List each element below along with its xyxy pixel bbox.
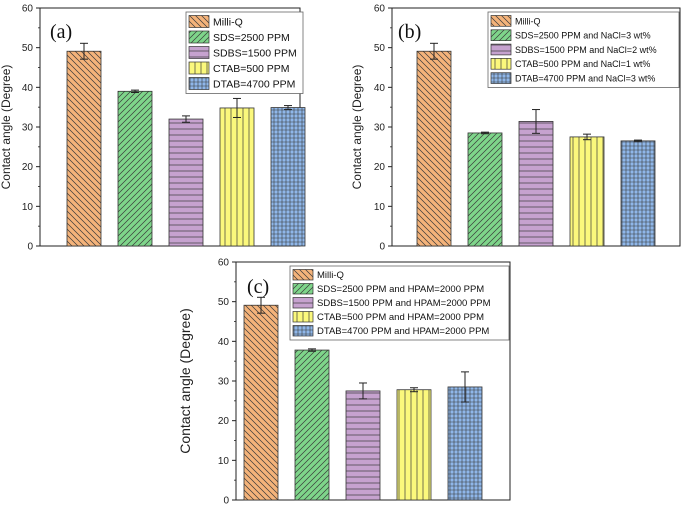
legend-swatch [490, 43, 512, 56]
legend-label: DTAB=4700 PPM and HPAM=2000 PPM [317, 326, 489, 337]
error-bar [308, 348, 316, 352]
y-tick-label: 10 [218, 456, 230, 467]
y-tick-label: 60 [374, 4, 386, 15]
y-tick-label: 50 [218, 297, 230, 308]
legend-swatch [490, 58, 512, 70]
bar-milli-q [416, 50, 452, 247]
y-tick-label: 40 [374, 83, 386, 94]
bar-dtab [447, 386, 483, 501]
legend-swatch [292, 283, 314, 295]
y-axis-title: Contact angle (Degree) [0, 65, 13, 190]
bar-ctab [569, 136, 605, 247]
legend-label: DTAB=4700 PPM and NaCl=3 wt% [515, 74, 655, 84]
panel-label: (b) [398, 21, 421, 43]
error-bar [182, 115, 190, 123]
y-tick-label: 50 [374, 43, 386, 54]
legend-swatch [292, 311, 314, 323]
y-tick-label: 20 [22, 162, 34, 173]
panel-a: 0 10 20 30 40 50 60 Contact angle (Degree) (a) Mi… [0, 4, 306, 253]
y-tick-label: 0 [27, 242, 33, 253]
legend-swatch [292, 269, 314, 281]
bar-sds [294, 349, 330, 501]
legend: Milli-Q SDS=2500 PPM and NaCl=3 wt% SDBS=1… [487, 11, 680, 88]
bar-sdbs [168, 118, 204, 247]
bar-ctab [219, 107, 255, 247]
legend-label: Milli-Q [213, 17, 243, 29]
legend: Milli-Q SDS=2500 PPM SDBS=1500 PPM CTAB=500… [185, 11, 304, 94]
legend-swatch [292, 297, 314, 309]
bar-dtab [270, 107, 306, 247]
panel-b: 0 10 20 30 40 50 60 Contact angle (Degree) (b) Mi… [350, 4, 681, 253]
error-bar [461, 371, 469, 403]
legend-swatch [490, 29, 512, 41]
error-bar [410, 387, 418, 393]
y-tick-label: 30 [374, 123, 386, 134]
error-bar [80, 42, 88, 60]
legend-swatch [188, 30, 210, 44]
legend-swatch [490, 72, 512, 84]
panel-label: (a) [50, 21, 72, 43]
error-bar [284, 105, 292, 111]
error-bar [233, 97, 241, 118]
error-bar [532, 109, 540, 134]
legend-label: SDS=2500 PPM and HPAM=2000 PPM [317, 284, 484, 295]
bar-sds [467, 132, 503, 247]
y-tick-label: 30 [22, 123, 34, 134]
legend-box [289, 265, 510, 341]
bar-milli-q [66, 50, 102, 247]
y-tick-label: 60 [22, 4, 34, 15]
legend-swatch [188, 15, 210, 28]
legend-label: DTAB=4700 PPM [213, 79, 295, 91]
y-axis-title: Contact angle (Degree) [177, 308, 193, 454]
bar-sds [117, 90, 153, 247]
y-tick-label: 0 [223, 496, 229, 506]
error-bar [583, 133, 591, 141]
legend-label: SDBS=1500 PPM and HPAM=2000 PPM [317, 298, 491, 309]
legend-label: SDS=2500 PPM and NaCl=3 wt% [515, 31, 651, 41]
panel-c: 0 10 20 30 40 50 60 Contact angle (Degree) (c) Mi… [177, 258, 511, 506]
legend-swatch [490, 15, 512, 27]
bar-milli-q [243, 304, 279, 501]
bar-dtab [620, 140, 656, 247]
y-tick-label: 0 [379, 242, 385, 253]
legend-swatch [188, 46, 210, 59]
legend-label: SDBS=1500 PPM [213, 48, 297, 60]
legend-label: CTAB=500 PPM and NaCl=1 wt% [515, 59, 650, 69]
legend: Milli-Q SDS=2500 PPM and HPAM=2000 PPM SDB… [289, 265, 510, 341]
y-tick-label: 40 [218, 337, 230, 348]
error-bar [481, 131, 489, 135]
error-bar [257, 296, 265, 314]
error-bar [634, 139, 642, 143]
legend-label: CTAB=500 PPM [213, 63, 290, 75]
bar-sdbs [345, 390, 381, 501]
y-tick-label: 10 [22, 202, 34, 213]
legend-swatch [188, 77, 210, 90]
panel-label: (c) [247, 276, 269, 298]
error-bar [359, 382, 367, 400]
legend-swatch [188, 61, 210, 75]
y-tick-label: 30 [218, 377, 230, 388]
legend-label: Milli-Q [515, 16, 541, 26]
y-tick-label: 10 [374, 202, 386, 213]
error-bar [430, 42, 438, 60]
y-tick-label: 60 [218, 258, 230, 269]
legend-label: Milli-Q [317, 270, 344, 281]
y-tick-label: 40 [22, 83, 34, 94]
bar-sdbs [518, 121, 554, 247]
legend-box [487, 11, 680, 88]
bar-ctab [396, 389, 432, 501]
y-tick-label: 20 [374, 162, 386, 173]
legend-label: SDS=2500 PPM [213, 32, 290, 44]
legend-swatch [292, 325, 314, 337]
y-tick-label: 50 [22, 43, 34, 54]
y-tick-label: 20 [218, 416, 230, 427]
legend-label: SDBS=1500 PPM and NaCl=2 wt% [515, 45, 657, 55]
y-axis-title: Contact angle (Degree) [350, 65, 364, 190]
error-bar [131, 89, 139, 93]
legend-label: CTAB=500 PPM and HPAM=2000 PPM [317, 312, 484, 323]
